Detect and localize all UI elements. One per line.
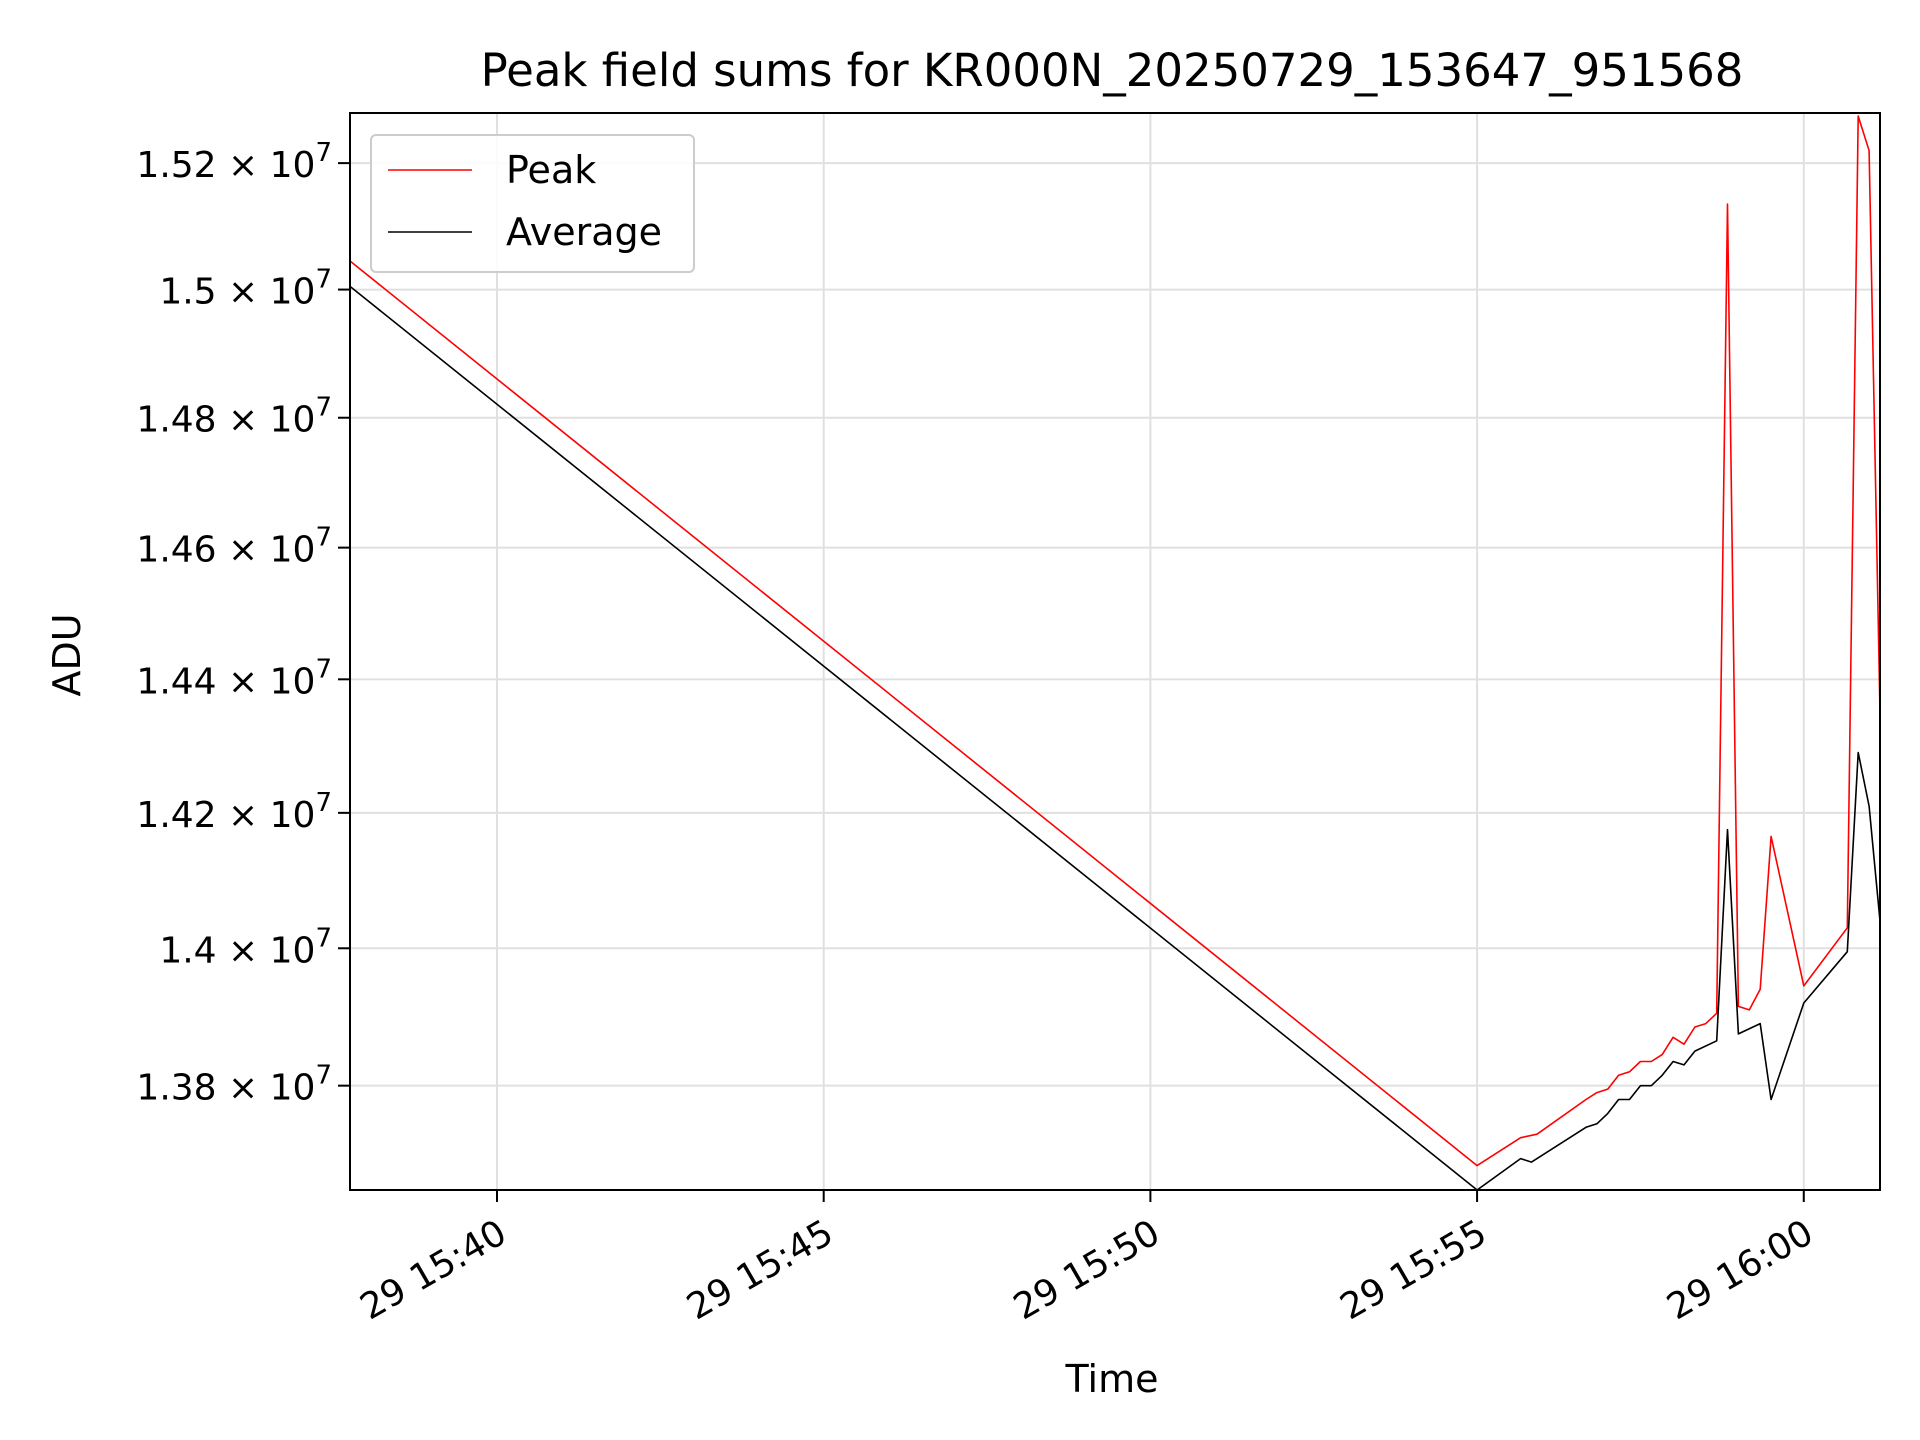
y-tick-exponent: 7 xyxy=(315,654,332,684)
y-tick-suffix: × 10 xyxy=(228,272,315,313)
series-line-peak xyxy=(350,115,1880,1167)
x-tick-label: 29 15:50 xyxy=(1007,1212,1167,1328)
y-tick-mantissa: 1.42 xyxy=(136,795,228,836)
y-tick-label: 1.46 × 107 xyxy=(136,523,332,571)
legend-label-peak: Peak xyxy=(506,148,596,192)
y-tick-mantissa: 1.4 xyxy=(159,930,228,971)
y-tick-suffix: × 10 xyxy=(228,1068,315,1109)
y-tick-suffix: × 10 xyxy=(228,145,315,186)
chart-title: Peak field sums for KR000N_20250729_1536… xyxy=(481,44,1744,97)
x-tick-label: 29 15:45 xyxy=(680,1212,840,1328)
y-tick-label: 1.4 × 107 xyxy=(159,923,332,971)
y-tick-mantissa: 1.44 xyxy=(136,661,228,702)
x-tick-label: 29 15:40 xyxy=(354,1212,514,1328)
plot-frame xyxy=(349,112,1881,1191)
y-tick-mantissa: 1.52 xyxy=(136,145,228,186)
y-tick-suffix: × 10 xyxy=(228,661,315,702)
y-tick-exponent: 7 xyxy=(315,138,332,168)
x-tick-label: 29 15:55 xyxy=(1334,1212,1494,1328)
y-tick-label: 1.48 × 107 xyxy=(136,393,332,441)
y-tick-label: 1.5 × 107 xyxy=(159,265,332,313)
y-tick-exponent: 7 xyxy=(315,393,332,423)
y-tick-mantissa: 1.5 xyxy=(159,272,228,313)
y-tick-suffix: × 10 xyxy=(228,795,315,836)
series-line-average xyxy=(350,285,1880,1190)
x-axis-label: Time xyxy=(1065,1357,1159,1401)
y-tick-exponent: 7 xyxy=(315,1061,332,1091)
y-tick-exponent: 7 xyxy=(315,265,332,295)
y-tick-label: 1.44 × 107 xyxy=(136,654,332,702)
y-tick-mantissa: 1.38 xyxy=(136,1068,228,1109)
y-tick-exponent: 7 xyxy=(315,923,332,953)
y-tick-mantissa: 1.48 xyxy=(136,400,228,441)
y-tick-suffix: × 10 xyxy=(228,400,315,441)
grid xyxy=(350,113,1880,1190)
y-tick-mantissa: 1.46 xyxy=(136,530,228,571)
y-tick-exponent: 7 xyxy=(315,523,332,553)
y-axis-label: ADU xyxy=(45,613,89,696)
y-tick-label: 1.42 × 107 xyxy=(136,788,332,836)
y-tick-suffix: × 10 xyxy=(228,530,315,571)
y-tick-exponent: 7 xyxy=(315,788,332,818)
legend-label-average: Average xyxy=(506,210,662,254)
series-lines xyxy=(350,115,1880,1190)
y-tick-label: 1.52 × 107 xyxy=(136,138,332,186)
legend: Peak Average xyxy=(370,134,695,273)
y-tick-label: 1.38 × 107 xyxy=(136,1061,332,1109)
x-tick-label: 29 16:00 xyxy=(1660,1212,1820,1328)
y-tick-suffix: × 10 xyxy=(228,930,315,971)
